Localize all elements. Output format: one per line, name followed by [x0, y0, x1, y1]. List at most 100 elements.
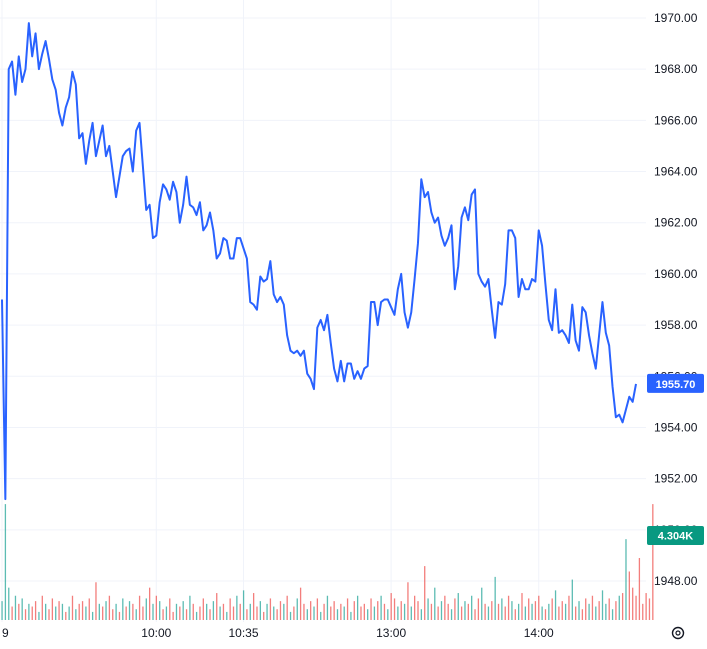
volume-bar: [585, 598, 587, 620]
volume-bar: [286, 595, 288, 620]
y-tick-label: 1966.00: [654, 113, 698, 127]
volume-bar: [169, 598, 171, 620]
volume-bar: [306, 609, 308, 620]
volume-bar: [434, 587, 436, 620]
y-tick-label: 1948.00: [654, 574, 698, 588]
volume-bar: [638, 558, 641, 620]
y-tick-label: 1960.00: [654, 267, 698, 281]
volume-bar: [343, 606, 345, 620]
volume-bar: [199, 606, 201, 620]
volume-bar: [340, 603, 342, 620]
volume-bars: [1, 504, 654, 620]
volume-bar: [424, 566, 426, 620]
volume-bar: [538, 595, 540, 620]
volume-bar: [148, 587, 151, 620]
volume-bar: [581, 609, 584, 620]
volume-bar: [115, 603, 117, 620]
gear-icon[interactable]: [671, 626, 685, 640]
volume-bar: [427, 598, 429, 620]
volume-bar: [175, 603, 178, 620]
volume-bar: [356, 595, 359, 620]
volume-bar: [450, 609, 453, 620]
volume-bar: [360, 606, 362, 620]
volume-bar: [534, 601, 537, 620]
volume-bar: [648, 598, 651, 620]
price-line: [1, 22, 637, 501]
x-tick-label: 14:00: [524, 626, 554, 640]
volume-bar: [568, 595, 570, 620]
volume-bar: [471, 595, 473, 620]
volume-bar: [333, 601, 335, 620]
volume-bar: [353, 601, 355, 620]
volume-bar: [454, 598, 456, 620]
volume-bar: [132, 603, 134, 620]
volume-bar: [635, 595, 637, 620]
volume-bar: [642, 603, 644, 620]
volume-bar: [41, 595, 43, 620]
volume-bar: [185, 609, 188, 620]
volume-bar: [367, 609, 369, 620]
volume-bar: [259, 601, 261, 620]
y-axis[interactable]: 1948.001950.001952.001954.001956.001958.…: [654, 11, 698, 588]
volume-bar: [514, 609, 516, 620]
volume-bar: [380, 595, 382, 620]
volume-bar: [481, 587, 483, 620]
volume-bar: [68, 606, 70, 620]
volume-bar: [591, 595, 594, 620]
volume-bar: [51, 598, 54, 620]
volume-bar: [310, 601, 312, 620]
volume-bar: [279, 601, 282, 620]
volume-badge: 4.304K: [647, 526, 704, 545]
volume-bar: [159, 601, 161, 620]
price-line-layer: [1, 22, 637, 501]
volume-bar: [192, 603, 194, 620]
volume-bar: [216, 593, 218, 620]
x-tick-label: 10:35: [229, 626, 259, 640]
volume-bar: [507, 595, 510, 620]
y-tick-label: 1962.00: [654, 216, 698, 230]
volume-bar: [296, 598, 298, 620]
grid-lines: [0, 0, 646, 622]
volume-bar: [55, 606, 57, 620]
volume-bar: [487, 606, 490, 620]
volume-bar: [541, 606, 543, 620]
y-tick-label: 1970.00: [654, 11, 698, 25]
volume-bar: [625, 539, 627, 620]
volume-bar: [236, 595, 238, 620]
volume-bar: [621, 593, 624, 620]
volume-bar: [645, 593, 647, 620]
x-axis[interactable]: 9 10:00 10:35 13:00 14:00: [2, 626, 554, 640]
volume-bar: [373, 606, 376, 620]
volume-bar: [219, 606, 221, 620]
volume-bar: [407, 582, 409, 620]
volume-bar: [558, 606, 560, 620]
volume-bar: [460, 606, 463, 620]
volume-bar: [91, 611, 94, 620]
volume-bar: [1, 601, 3, 620]
volume-bar: [467, 603, 469, 620]
volume-bar: [531, 603, 533, 620]
volume-bar: [206, 603, 208, 620]
volume-bar: [521, 593, 523, 620]
volume-bar: [263, 611, 265, 620]
volume-bar: [403, 603, 406, 620]
y-tick-label: 1968.00: [654, 62, 698, 76]
volume-bar: [316, 598, 319, 620]
volume-bar: [578, 601, 580, 620]
volume-bar: [252, 593, 255, 620]
volume-bar: [95, 582, 97, 620]
volume-bar: [269, 598, 272, 620]
volume-bar: [246, 609, 248, 620]
volume-bar: [45, 603, 47, 620]
volume-bar: [474, 609, 476, 620]
volume-bar: [440, 601, 443, 620]
volume-bar: [393, 598, 396, 620]
volume-bar: [548, 603, 550, 620]
volume-bar: [601, 590, 604, 620]
volume-bar: [336, 609, 339, 620]
volume-bar: [410, 606, 412, 620]
volume-bar: [575, 606, 577, 620]
volume-bar: [564, 603, 567, 620]
y-tick-label: 1952.00: [654, 472, 698, 486]
